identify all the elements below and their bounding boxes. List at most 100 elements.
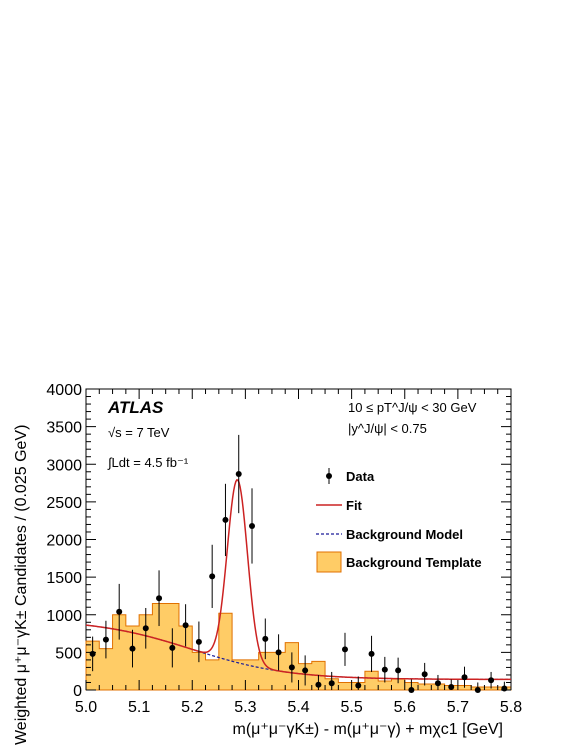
data-marker bbox=[209, 573, 216, 580]
data-marker bbox=[262, 635, 269, 642]
data-point bbox=[302, 655, 309, 686]
y-tick-label: 500 bbox=[55, 645, 82, 662]
data-marker bbox=[275, 649, 282, 656]
legend-label-background-model: Background Model bbox=[346, 527, 463, 542]
data-marker bbox=[448, 683, 455, 690]
y-tick-label: 2500 bbox=[46, 495, 82, 512]
data-marker bbox=[156, 595, 163, 602]
fit-curve-layer bbox=[85, 479, 511, 681]
data-marker bbox=[222, 516, 229, 523]
x-tick-label: 5.6 bbox=[394, 699, 416, 716]
background-template-bins bbox=[85, 602, 512, 691]
data-point bbox=[368, 635, 375, 672]
legend-entry-data: Data bbox=[326, 468, 375, 484]
y-tick-label: 1500 bbox=[46, 570, 82, 587]
data-marker bbox=[129, 645, 136, 652]
axis-ticks-layer: 5.0 5.1 5.2 5.3 5.4 5.5 5.6 5.7 5.8 0 500 1000 1500 2… bbox=[46, 382, 522, 716]
data-point bbox=[182, 604, 189, 647]
data-marker bbox=[249, 522, 256, 529]
y-tick-label: 3500 bbox=[46, 420, 82, 437]
data-marker bbox=[381, 666, 388, 673]
data-point bbox=[235, 434, 242, 514]
legend-data-marker bbox=[326, 473, 332, 479]
data-point bbox=[209, 544, 216, 608]
data-marker bbox=[288, 664, 295, 671]
data-marker bbox=[195, 638, 202, 645]
data-marker bbox=[302, 667, 309, 674]
data-marker bbox=[395, 667, 402, 674]
data-marker bbox=[368, 650, 375, 657]
data-point bbox=[434, 674, 441, 690]
fit-curve bbox=[85, 479, 511, 681]
y-tick-label: 4000 bbox=[46, 382, 82, 399]
cut-label-rapidity: |y^J/ψ| < 0.75 bbox=[348, 421, 427, 436]
legend-entry-background-template: Background Template bbox=[316, 551, 482, 573]
cut-label-pt: 10 ≤ pT^J/ψ < 30 GeV bbox=[348, 400, 477, 415]
data-marker bbox=[235, 471, 242, 478]
data-point bbox=[341, 632, 348, 666]
y-axis-title: Weighted μ⁺μ⁻γK± Candidates / (0.025 GeV… bbox=[13, 425, 30, 745]
data-point bbox=[195, 621, 202, 663]
x-tick-label: 5.2 bbox=[181, 699, 203, 716]
atlas-label: ATLAS bbox=[107, 398, 164, 417]
background-template-histogram bbox=[85, 602, 512, 691]
legend-entry-background-model: Background Model bbox=[316, 527, 463, 542]
data-marker bbox=[116, 608, 123, 615]
data-point bbox=[222, 483, 229, 557]
data-point bbox=[488, 671, 495, 689]
energy-label: √s = 7 TeV bbox=[108, 425, 170, 440]
legend-label-background-template: Background Template bbox=[346, 555, 482, 570]
data-marker bbox=[461, 674, 468, 681]
data-marker bbox=[142, 625, 149, 632]
data-point bbox=[355, 676, 362, 690]
data-points-layer bbox=[89, 434, 508, 693]
data-point bbox=[129, 629, 136, 668]
data-point bbox=[102, 620, 109, 659]
data-point bbox=[474, 682, 481, 693]
legend-label-fit: Fit bbox=[346, 498, 363, 513]
y-tick-label: 3000 bbox=[46, 457, 82, 474]
data-marker bbox=[355, 682, 362, 689]
x-tick-label: 5.3 bbox=[234, 699, 256, 716]
data-point bbox=[169, 628, 176, 668]
data-marker bbox=[89, 650, 96, 657]
data-point bbox=[249, 488, 256, 564]
y-tick-label: 2000 bbox=[46, 533, 82, 550]
data-marker bbox=[341, 646, 348, 653]
data-point bbox=[461, 666, 468, 688]
luminosity-label: ∫Ldt = 4.5 fb⁻¹ bbox=[107, 455, 189, 470]
legend-background-template-swatch bbox=[316, 551, 342, 573]
data-marker bbox=[434, 680, 441, 687]
data-marker bbox=[102, 636, 109, 643]
data-marker bbox=[182, 622, 189, 629]
data-marker bbox=[421, 671, 428, 678]
data-point bbox=[448, 679, 455, 690]
data-marker bbox=[488, 677, 495, 684]
x-tick-label: 5.7 bbox=[447, 699, 469, 716]
data-marker bbox=[474, 687, 481, 693]
data-point bbox=[315, 674, 322, 690]
x-axis-title: m(μ⁺μ⁻γK±) - m(μ⁺μ⁻γ) + mχc1 [GeV] bbox=[232, 721, 503, 738]
data-point bbox=[116, 583, 123, 640]
data-marker bbox=[315, 681, 322, 688]
data-point bbox=[275, 634, 282, 671]
data-point bbox=[262, 618, 269, 660]
y-tick-label: 1000 bbox=[46, 608, 82, 625]
data-marker bbox=[328, 680, 335, 687]
data-point bbox=[381, 656, 388, 683]
data-point bbox=[288, 652, 295, 683]
x-tick-label: 5.0 bbox=[75, 699, 97, 716]
legend: Data Fit Background Model Background Tem… bbox=[316, 468, 482, 573]
data-marker bbox=[408, 687, 415, 693]
data-point bbox=[156, 570, 163, 627]
data-marker bbox=[169, 644, 176, 651]
data-marker bbox=[501, 685, 508, 692]
x-tick-label: 5.5 bbox=[341, 699, 363, 716]
data-point bbox=[408, 679, 415, 693]
x-tick-label: 5.8 bbox=[500, 699, 522, 716]
y-tick-label: 0 bbox=[73, 683, 82, 700]
legend-entry-fit: Fit bbox=[316, 498, 363, 513]
legend-label-data: Data bbox=[346, 469, 375, 484]
x-tick-label: 5.1 bbox=[128, 699, 150, 716]
